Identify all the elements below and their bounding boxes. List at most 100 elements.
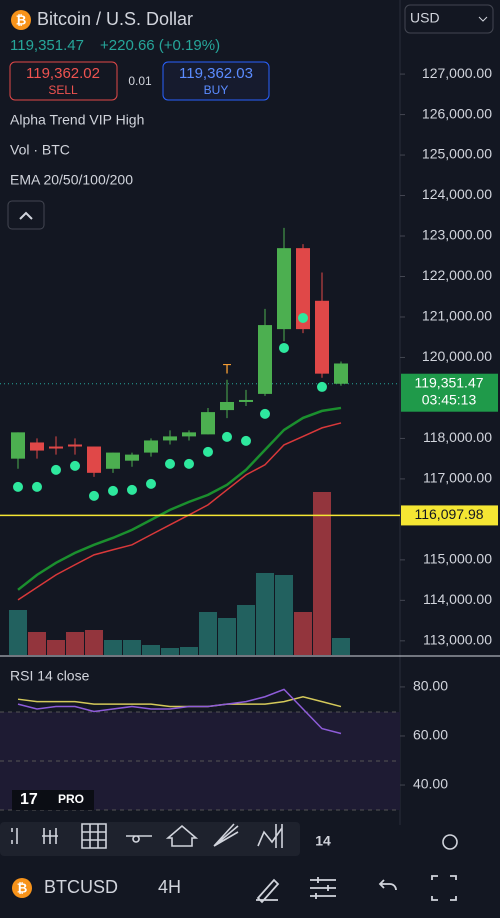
rsi-line: [17, 688, 342, 735]
volume-bar: [161, 648, 179, 655]
trend-dot: [51, 464, 61, 475]
y-tick-label: 125,000.00: [422, 146, 492, 162]
volume-bar: [123, 640, 141, 655]
indicator[interactable]: Vol · BTC: [10, 142, 70, 158]
last-price-tag: [401, 373, 498, 412]
candle-body: [144, 440, 158, 453]
trend-dot: [184, 458, 194, 469]
logo-bg: [12, 790, 94, 810]
trend-dot: [279, 342, 289, 353]
candle-body: [106, 452, 120, 469]
y-tick-label: 123,000.00: [422, 227, 492, 243]
y-tick-label: 114,000.00: [423, 591, 492, 607]
y-tick-label: 126,000.00: [422, 105, 492, 121]
y-tick-label: 115,000.00: [423, 551, 492, 567]
price: 119,351.47: [10, 37, 84, 54]
volume-bar: [66, 632, 84, 655]
trend-dot: [70, 460, 80, 471]
candle-body: [258, 325, 272, 394]
y-tick-label: 113,000.00: [423, 632, 492, 648]
volume-bar: [256, 573, 274, 655]
logo-pro: PRO: [58, 792, 84, 806]
sell-button[interactable]: [9, 61, 118, 101]
fib-tool[interactable]: [213, 823, 239, 847]
rsi-ma-line: [17, 695, 342, 708]
indicator[interactable]: Alpha Trend VIP High: [10, 112, 144, 128]
rsi-tick-label: 60.00: [413, 727, 448, 743]
fullscreen-button[interactable]: [431, 875, 457, 901]
trend-dot: [89, 490, 99, 501]
logo-mark: 17: [20, 791, 38, 808]
volume-bar: [332, 638, 350, 655]
countdown: 03:45:13: [422, 391, 477, 407]
undo-button[interactable]: [378, 879, 397, 891]
buy-button[interactable]: [162, 61, 270, 101]
trend-dot: [241, 435, 251, 446]
settings-button[interactable]: [310, 877, 336, 899]
symbol[interactable]: BTCUSD: [44, 877, 118, 897]
y-tick-label: 118,000.00: [423, 429, 492, 445]
y-tick-label: 121,000.00: [422, 308, 492, 324]
settings-icon[interactable]: [442, 834, 458, 850]
btc-icon: [11, 10, 31, 30]
trend-dot: [127, 484, 137, 495]
volume-bar: [85, 630, 103, 655]
indicator[interactable]: EMA 20/50/100/200: [10, 172, 133, 188]
y-tick-label: 127,000.00: [422, 65, 492, 81]
collapse-icon: [19, 211, 33, 220]
indicators-icon[interactable]: [42, 828, 58, 844]
ema-slow: [17, 422, 342, 601]
y-tick-label: 122,000.00: [422, 267, 492, 283]
candle-body: [68, 444, 82, 447]
rsi-tick-label: 80.00: [413, 678, 448, 694]
volume-bar: [237, 605, 255, 655]
volume-bar: [9, 610, 27, 655]
candle-body: [277, 248, 291, 330]
buy-price: 119,362.03: [179, 65, 253, 82]
volume-bar: [294, 612, 312, 655]
y-tick-label: 120,000.00: [422, 348, 492, 364]
symbol-icon: [12, 878, 32, 898]
plot: 127,000.00 126,000.00 125,000.00 124,000.00…: [0, 65, 498, 792]
level-tag: [401, 505, 498, 526]
trend-dot: [298, 312, 308, 323]
pattern-tool[interactable]: [257, 824, 283, 848]
time-label: 14: [315, 833, 331, 849]
candle-body: [182, 432, 196, 437]
currency-select[interactable]: [404, 4, 494, 34]
volume-bar: [313, 492, 331, 655]
sell-label: SELL: [48, 83, 78, 97]
symbol-icon-glyph: ₿: [17, 880, 28, 895]
interval[interactable]: 4H: [158, 877, 181, 897]
collapse-button[interactable]: [7, 200, 45, 230]
drawing-toolbar: [0, 822, 300, 856]
bottom-bar: [0, 858, 500, 918]
arrow-tool[interactable]: [165, 824, 199, 847]
chevron: [478, 16, 488, 22]
candle-body: [163, 436, 177, 441]
volume-bar: [28, 632, 46, 655]
trend-dot: [222, 431, 232, 442]
candle-body: [334, 363, 348, 384]
trend-dot: [32, 481, 42, 492]
sell-price: 119,362.02: [26, 65, 100, 82]
draw-button[interactable]: [256, 878, 280, 904]
y-tick-label: 124,000.00: [422, 186, 492, 202]
candle-body: [315, 300, 329, 374]
candle-body: [201, 412, 215, 435]
line-tool[interactable]: [126, 835, 152, 843]
candle-body: [87, 446, 101, 473]
bottom-icons: [256, 875, 457, 904]
handle-icon[interactable]: [11, 828, 18, 844]
signal-label: T: [223, 360, 232, 376]
spread: 0.01: [128, 74, 152, 88]
candle-body: [220, 401, 234, 411]
toolbar-icons: [11, 823, 283, 849]
volume-bar: [199, 612, 217, 655]
btc-icon-glyph: ₿: [16, 12, 27, 27]
grid-icon[interactable]: [81, 823, 107, 849]
trend-dot: [165, 458, 175, 469]
trend-dot: [146, 478, 156, 489]
currency: USD: [410, 10, 440, 26]
